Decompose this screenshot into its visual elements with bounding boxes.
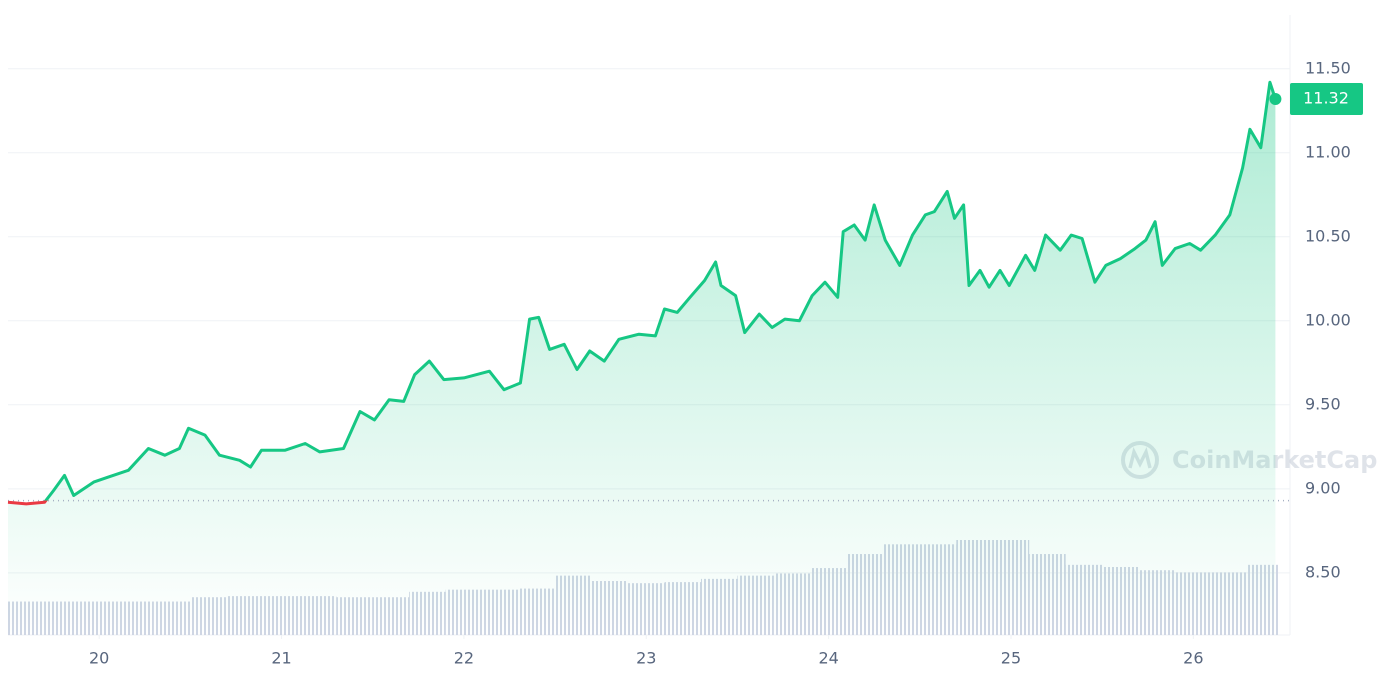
y-tick-label: 9.50 xyxy=(1305,394,1341,413)
y-tick-label: 10.00 xyxy=(1305,310,1351,329)
last-price-box xyxy=(1290,83,1363,116)
y-tick-label: 10.50 xyxy=(1305,226,1351,245)
x-tick-label: 24 xyxy=(818,649,838,668)
last-price-label: 11.32 xyxy=(1303,89,1349,108)
x-tick-label: 22 xyxy=(454,649,474,668)
x-tick-label: 20 xyxy=(89,649,109,668)
y-tick-label: 8.50 xyxy=(1305,562,1341,581)
price-line xyxy=(7,80,1277,506)
price-area xyxy=(8,82,1276,635)
last-price-dot xyxy=(1269,93,1282,106)
x-tick-label: 21 xyxy=(271,649,291,668)
x-tick-label: 25 xyxy=(1001,649,1021,668)
x-tick-label: 23 xyxy=(636,649,656,668)
x-tick-label: 26 xyxy=(1183,649,1203,668)
y-tick-label: 9.00 xyxy=(1305,478,1341,497)
y-tick-label: 11.50 xyxy=(1305,58,1351,77)
y-tick-label: 11.00 xyxy=(1305,142,1351,161)
